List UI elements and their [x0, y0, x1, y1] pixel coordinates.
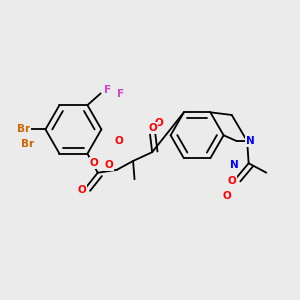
Text: Br: Br: [21, 139, 34, 149]
Text: O: O: [104, 160, 113, 170]
Text: F: F: [103, 85, 111, 95]
Text: O: O: [90, 158, 98, 168]
Text: O: O: [227, 176, 236, 186]
Text: F: F: [117, 89, 124, 99]
Text: O: O: [77, 185, 86, 195]
Text: O: O: [115, 136, 124, 146]
Text: O: O: [154, 118, 163, 128]
Text: O: O: [148, 123, 157, 133]
Text: O: O: [222, 190, 231, 201]
Text: N: N: [246, 136, 255, 146]
Text: N: N: [230, 160, 238, 170]
Text: Br: Br: [17, 124, 30, 134]
